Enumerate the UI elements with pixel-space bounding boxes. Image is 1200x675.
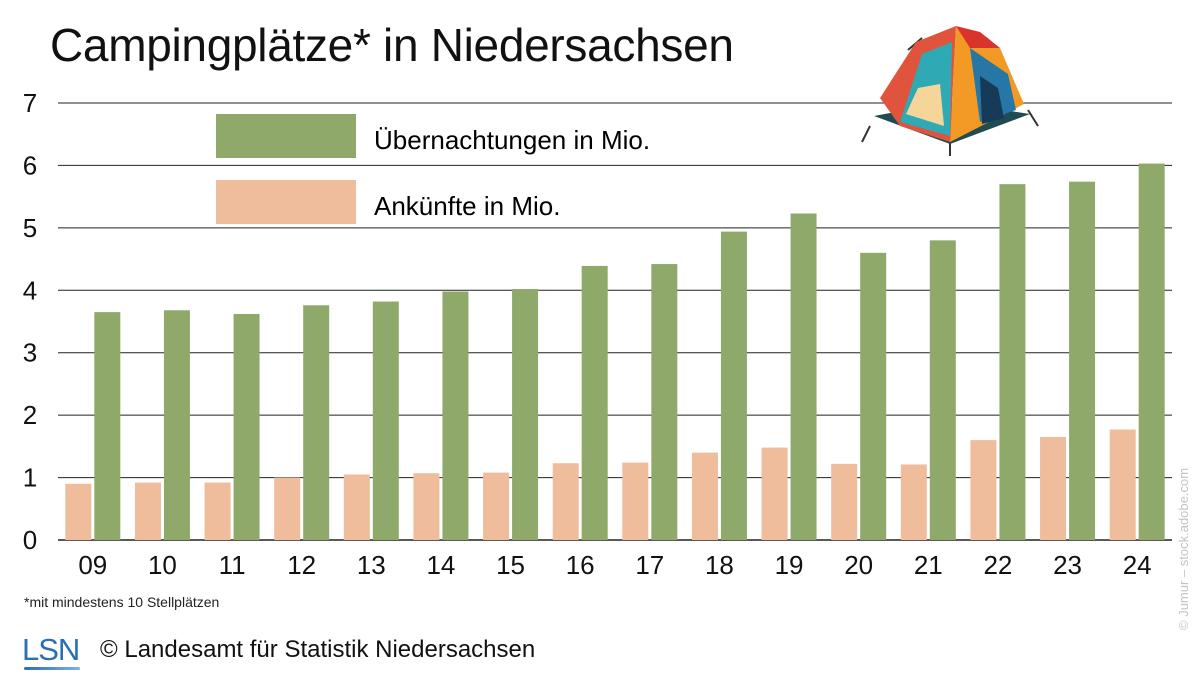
x-tick-label: 24	[1123, 550, 1152, 580]
bar-uebernachtungen-11	[233, 314, 260, 540]
x-tick-label: 09	[78, 550, 107, 580]
x-tick-label: 22	[983, 550, 1012, 580]
x-tick-label: 11	[219, 550, 246, 580]
bar-ankuenfte-09	[65, 483, 92, 540]
bar-uebernachtungen-21	[929, 240, 956, 541]
bar-ankuenfte-12	[274, 477, 301, 540]
bar-uebernachtungen-14	[442, 291, 469, 540]
x-tick-label: 10	[148, 550, 177, 580]
bar-uebernachtungen-09	[94, 312, 121, 540]
y-tick-label: 1	[23, 463, 37, 493]
bar-uebernachtungen-15	[512, 289, 539, 540]
legend-swatch-ankuenfte	[216, 180, 356, 224]
x-tick-label: 20	[844, 550, 873, 580]
x-tick-label: 21	[914, 550, 943, 580]
x-tick-label: 16	[566, 550, 595, 580]
tent-icon	[861, 26, 1039, 156]
x-tick-label: 13	[357, 550, 386, 580]
lsn-logo: LSN	[22, 632, 86, 670]
bar-uebernachtungen-10	[163, 310, 190, 540]
x-axis: 09 10 11 12 13 14 15 16 17 18 19 20 21 22 23 24	[78, 550, 1151, 580]
bar-uebernachtungen-22	[999, 184, 1026, 540]
bar-ankuenfte-21	[900, 464, 927, 540]
x-tick-label: 15	[496, 550, 525, 580]
bar-uebernachtungen-17	[651, 264, 678, 540]
y-tick-label: 4	[23, 275, 37, 305]
bar-ankuenfte-14	[413, 473, 440, 540]
bar-ankuenfte-13	[343, 474, 370, 540]
footnote: *mit mindestens 10 Stellplätzen	[24, 594, 220, 610]
bar-ankuenfte-22	[970, 440, 997, 540]
bar-uebernachtungen-13	[372, 301, 399, 540]
bars	[65, 163, 1165, 541]
y-tick-label: 2	[23, 400, 37, 430]
copyright-text: © Landesamt für Statistik Niedersachsen	[100, 636, 536, 663]
bar-ankuenfte-10	[134, 482, 161, 540]
bar-uebernachtungen-24	[1138, 163, 1165, 540]
bar-ankuenfte-16	[552, 463, 579, 540]
x-tick-label: 19	[775, 550, 804, 580]
bar-ankuenfte-11	[204, 482, 231, 540]
x-tick-label: 18	[705, 550, 734, 580]
bar-ankuenfte-20	[831, 463, 858, 540]
legend-label-uebernachtungen: Übernachtungen in Mio.	[374, 125, 650, 155]
legend: Übernachtungen in Mio. Ankünfte in Mio.	[216, 114, 650, 224]
y-tick-label: 7	[23, 88, 37, 118]
bar-uebernachtungen-18	[720, 231, 747, 541]
bar-uebernachtungen-20	[860, 252, 887, 541]
bar-ankuenfte-19	[761, 447, 788, 540]
y-axis: 0 1 2 3 4 5 6 7	[23, 88, 37, 555]
x-tick-label: 14	[426, 550, 455, 580]
x-tick-label: 12	[287, 550, 316, 580]
bar-ankuenfte-15	[483, 472, 510, 540]
y-tick-label: 0	[23, 525, 37, 555]
bar-ankuenfte-17	[622, 462, 649, 540]
bar-ankuenfte-18	[691, 452, 718, 540]
bar-uebernachtungen-19	[790, 213, 817, 540]
chart-title: Campingplätze* in Niedersachsen	[50, 19, 734, 71]
bar-uebernachtungen-16	[581, 265, 608, 540]
bar-ankuenfte-23	[1040, 436, 1067, 540]
y-tick-label: 3	[23, 338, 37, 368]
y-tick-label: 6	[23, 150, 37, 180]
photo-credit: © Jumur – stock.adobe.com	[1176, 467, 1191, 630]
bar-uebernachtungen-12	[303, 305, 330, 540]
bar-uebernachtungen-23	[1069, 181, 1096, 540]
footer: LSN © Landesamt für Statistik Niedersach…	[22, 630, 535, 670]
legend-swatch-uebernachtungen	[216, 114, 356, 158]
legend-label-ankuenfte: Ankünfte in Mio.	[374, 191, 560, 221]
x-tick-label: 23	[1053, 550, 1082, 580]
y-tick-label: 5	[23, 213, 37, 243]
x-tick-label: 17	[635, 550, 664, 580]
bar-ankuenfte-24	[1109, 429, 1136, 540]
